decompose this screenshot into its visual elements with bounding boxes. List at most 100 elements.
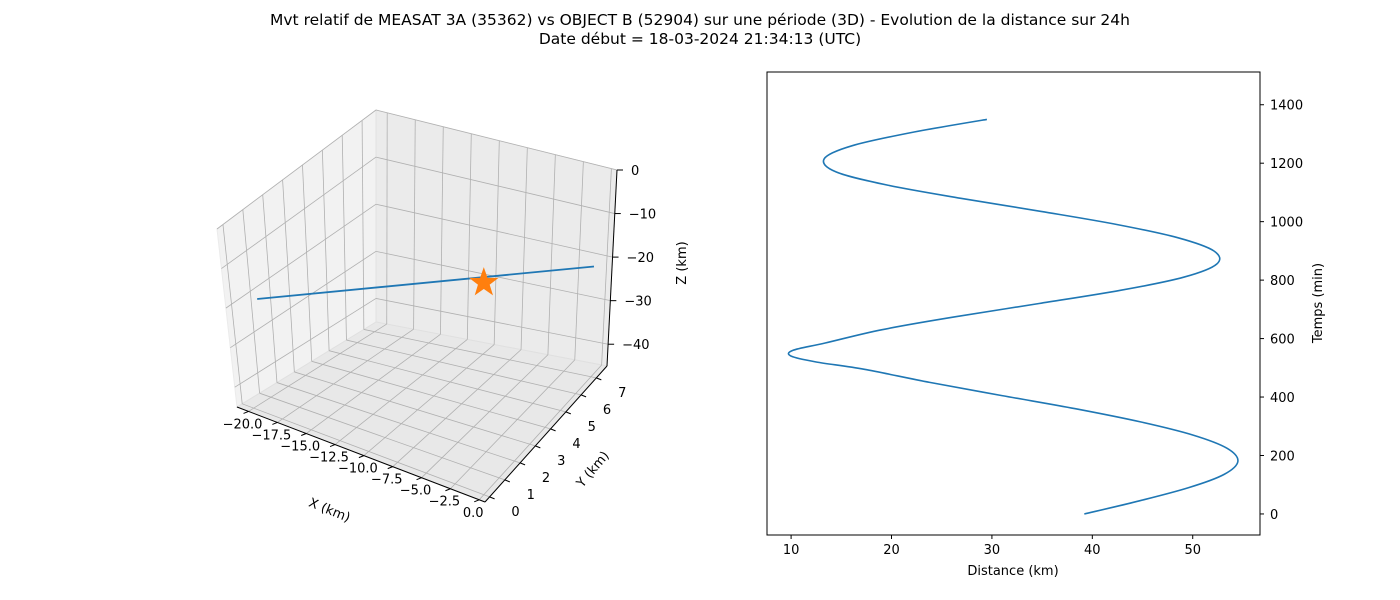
z-axis-line-3d bbox=[606, 169, 618, 367]
y-gridline-floor bbox=[311, 360, 551, 430]
x-gridline-back bbox=[493, 140, 500, 345]
z-tick-label: −10 bbox=[629, 208, 656, 223]
z-gridline-left bbox=[234, 298, 377, 388]
x-tick-mark bbox=[272, 422, 278, 425]
z-tick-label: 0 bbox=[631, 164, 639, 179]
x-gridline-floor bbox=[478, 364, 602, 501]
z-gridline-right bbox=[375, 298, 609, 345]
y-gridline-back bbox=[321, 150, 330, 351]
x-tick-label: −12.5 bbox=[309, 451, 349, 466]
z-tick-label: −30 bbox=[624, 295, 651, 310]
distance-x-tick-label: 50 bbox=[1184, 543, 1201, 558]
distance-x-tick-label: 30 bbox=[984, 543, 1001, 558]
x-gridline-back bbox=[574, 161, 584, 360]
x-tick-label: −17.5 bbox=[251, 428, 291, 443]
y-gridline-back bbox=[341, 135, 347, 341]
y-tick-mark bbox=[596, 377, 602, 381]
y-tick-mark bbox=[565, 411, 572, 415]
x-tick-mark bbox=[329, 444, 336, 448]
distance-y-tick-label: 200 bbox=[1270, 449, 1295, 464]
y-axis-label-3d: Y (km) bbox=[573, 449, 612, 492]
distance-y-tick-label: 1200 bbox=[1270, 157, 1303, 172]
x-gridline-back bbox=[466, 133, 472, 340]
distance-x-tick-label: 20 bbox=[883, 543, 900, 558]
x-gridline-back bbox=[520, 147, 528, 350]
x-gridline-floor bbox=[392, 349, 522, 467]
y-tick-label: 6 bbox=[603, 403, 611, 418]
y-tick-mark bbox=[489, 496, 495, 500]
y-tick-label: 2 bbox=[542, 471, 550, 486]
z-tick-label: −20 bbox=[627, 251, 654, 266]
x-gridline-floor bbox=[248, 323, 387, 412]
x-tick-label: −15.0 bbox=[280, 440, 320, 455]
distance-y-tick-label: 800 bbox=[1270, 274, 1295, 289]
z-gridline-left bbox=[216, 109, 377, 230]
y-tick-mark bbox=[550, 428, 556, 432]
x-gridline-floor bbox=[277, 328, 414, 423]
y-gridline-back bbox=[282, 179, 295, 372]
distance-y-axis-label: Temps (min) bbox=[1311, 263, 1326, 344]
3d-ticks: −20.0−17.5−15.0−12.5−10.0−7.5−5.0−2.50.0… bbox=[223, 164, 657, 521]
y-tick-label: 0 bbox=[511, 505, 519, 520]
y-tick-mark bbox=[580, 394, 587, 398]
y-gridline-back bbox=[262, 194, 278, 383]
x-gridline-floor bbox=[305, 333, 441, 434]
figure-title-line1: Mvt relatif de MEASAT 3A (35362) vs OBJE… bbox=[270, 11, 1130, 29]
y-gridline-back bbox=[242, 209, 260, 394]
3d-axes: −20.0−17.5−15.0−12.5−10.0−7.5−5.0−2.50.0… bbox=[216, 109, 690, 526]
y-tick-label: 4 bbox=[572, 437, 580, 452]
distance-plot-area bbox=[787, 118, 1239, 515]
3d-gridlines bbox=[216, 109, 623, 503]
z-gridline-left bbox=[225, 203, 377, 309]
x-tick-label: 0.0 bbox=[463, 506, 484, 521]
z-gridline-left bbox=[221, 156, 377, 269]
distance-curve bbox=[787, 118, 1239, 515]
x-gridline-floor bbox=[450, 359, 576, 490]
x-tick-label: −10.0 bbox=[338, 462, 378, 477]
x-axis-label-3d: X (km) bbox=[306, 496, 352, 526]
x-gridline-back bbox=[601, 168, 612, 365]
x-tick-label: −5.0 bbox=[400, 484, 432, 499]
x-gridline-back bbox=[440, 126, 444, 335]
x-tick-mark bbox=[474, 499, 480, 503]
distance-y-ticks: 0 200 400 600 800 1000 1200 1400 bbox=[1260, 99, 1303, 523]
distance-y-tick-label: 600 bbox=[1270, 333, 1295, 348]
y-gridline-floor bbox=[242, 403, 490, 498]
x-tick-mark bbox=[301, 433, 307, 436]
y-tick-mark bbox=[504, 479, 511, 483]
y-gridline-back bbox=[361, 120, 365, 330]
distance-axes: 10 20 30 40 50 0 200 400 600 800 1000 1200 1400 Dis… bbox=[766, 71, 1326, 579]
x-gridline-back bbox=[547, 154, 556, 355]
y-gridline-floor bbox=[328, 350, 566, 413]
x-tick-mark bbox=[358, 455, 365, 459]
distance-y-tick-label: 0 bbox=[1270, 508, 1278, 523]
z-tick-label: −40 bbox=[622, 338, 649, 353]
z-gridline-left bbox=[230, 250, 377, 349]
y-tick-label: 7 bbox=[618, 386, 626, 401]
x-gridline-floor bbox=[363, 344, 495, 456]
y-axis-line-3d bbox=[484, 365, 608, 503]
distance-x-tick-label: 10 bbox=[783, 543, 800, 558]
target-star-marker bbox=[469, 267, 499, 296]
y-gridline-floor bbox=[363, 329, 597, 379]
y-gridline-floor bbox=[346, 339, 582, 396]
distance-x-axis-label: Distance (km) bbox=[967, 564, 1058, 579]
y-tick-mark bbox=[519, 462, 526, 466]
x-tick-mark bbox=[416, 477, 422, 481]
x-tick-mark bbox=[445, 488, 451, 492]
y-gridline-floor bbox=[294, 371, 536, 447]
distance-x-ticks: 10 20 30 40 50 bbox=[783, 535, 1201, 558]
distance-axes-frame bbox=[766, 71, 1261, 536]
x-tick-label: −2.5 bbox=[429, 495, 461, 510]
distance-y-tick-label: 1400 bbox=[1270, 99, 1303, 114]
y-gridline-back bbox=[222, 224, 243, 404]
y-gridline-floor bbox=[276, 382, 521, 464]
z-gridline-right bbox=[375, 203, 613, 258]
x-tick-mark bbox=[387, 466, 393, 470]
x-tick-mark bbox=[243, 410, 249, 414]
distance-x-tick-label: 40 bbox=[1084, 543, 1101, 558]
distance-y-tick-label: 1000 bbox=[1270, 216, 1303, 231]
y-gridline-back bbox=[302, 165, 313, 362]
x-tick-label: −7.5 bbox=[371, 473, 403, 488]
